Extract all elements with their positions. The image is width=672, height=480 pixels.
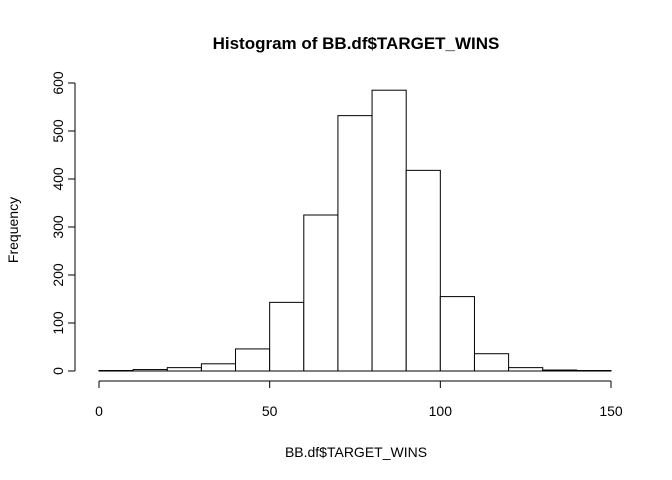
y-tick-label: 300	[50, 215, 66, 239]
y-tick-label: 0	[50, 367, 66, 375]
y-tick-label: 500	[50, 119, 66, 143]
x-axis: 0 50 100 150	[95, 380, 623, 419]
histogram-bar	[542, 369, 578, 372]
histogram-bar	[200, 363, 237, 372]
x-tick-label: 50	[262, 403, 278, 419]
x-axis-label: BB.df$TARGET_WINS	[285, 444, 427, 460]
histogram-bar	[508, 367, 544, 372]
histogram-bar	[337, 115, 373, 372]
x-tick-label: 100	[429, 403, 453, 419]
histogram-bar	[98, 370, 134, 372]
histogram-bar	[166, 367, 202, 372]
y-tick-label: 200	[50, 263, 66, 287]
histogram-bar	[235, 348, 271, 372]
histogram-bar	[576, 370, 612, 372]
y-tick-label: 100	[50, 311, 66, 335]
histogram-bar	[405, 169, 441, 372]
bars-group	[98, 89, 612, 372]
histogram-bar	[269, 301, 305, 372]
histogram-bar	[439, 296, 475, 372]
histogram-bar	[473, 353, 510, 372]
y-axis-label: Frequency	[5, 197, 21, 263]
x-tick-label: 0	[95, 403, 103, 419]
histogram-bar	[303, 214, 339, 372]
y-axis: 0 100 200 300 400 500 600	[50, 71, 76, 375]
chart-title: Histogram of BB.df$TARGET_WINS	[213, 34, 500, 53]
histogram-bar	[132, 369, 168, 372]
x-tick-label: 150	[599, 403, 623, 419]
y-tick-label: 400	[50, 167, 66, 191]
histogram-bar	[371, 89, 407, 372]
y-tick-label: 600	[50, 71, 66, 95]
